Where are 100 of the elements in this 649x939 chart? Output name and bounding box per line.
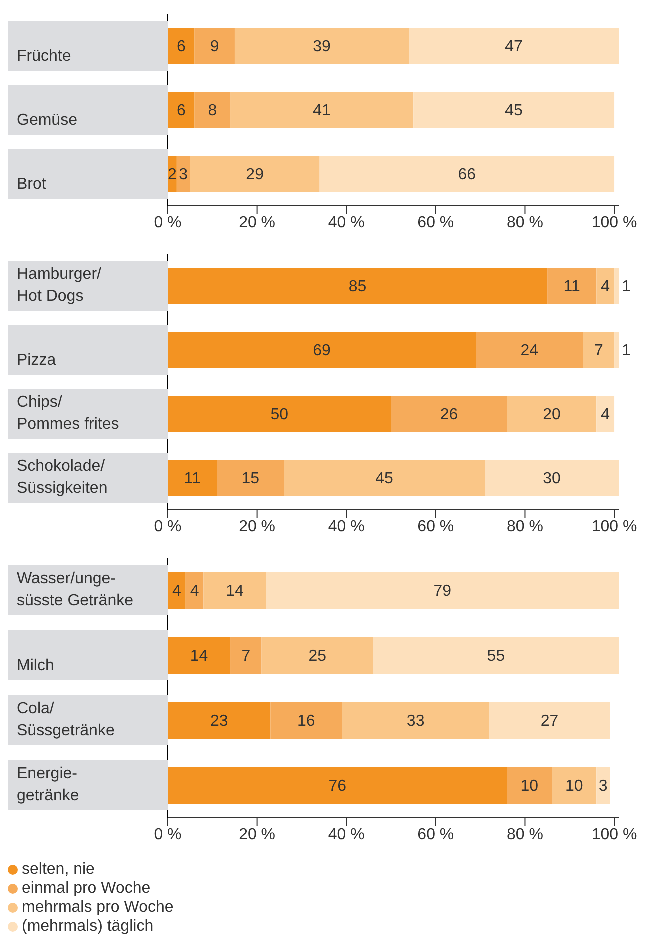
x-tick-label: 0 % [154, 214, 182, 232]
data-label: 26 [440, 406, 458, 424]
data-label: 11 [564, 278, 581, 296]
bar [614, 268, 619, 304]
bar [266, 572, 619, 609]
data-label: 39 [313, 38, 332, 56]
data-label: 15 [242, 470, 260, 488]
data-label: 2 [168, 166, 178, 184]
bar [490, 702, 610, 739]
bar [234, 28, 410, 64]
data-label: 8 [208, 102, 218, 120]
bar [168, 92, 195, 128]
bar [414, 92, 615, 128]
x-tick-label: 0 % [154, 518, 182, 536]
data-label: 47 [505, 38, 524, 56]
bar [270, 702, 342, 739]
bar [596, 268, 615, 304]
bar [596, 767, 610, 804]
data-label: 14 [190, 648, 208, 666]
data-label: 4 [190, 583, 200, 600]
bar [230, 92, 414, 128]
data-label: 79 [434, 583, 452, 600]
data-label: 45 [376, 470, 394, 488]
data-label: 33 [406, 713, 425, 730]
bar [194, 28, 235, 64]
bar [284, 460, 486, 496]
data-label: 10 [565, 778, 584, 796]
data-label: 76 [328, 778, 347, 796]
y-tick-label: Hamburger/ Hot Dogs [17, 266, 102, 305]
data-label: 69 [313, 342, 332, 360]
legend-label: einmal pro Woche [22, 879, 151, 898]
y-tick-label: Brot [17, 176, 47, 193]
data-label: 45 [505, 102, 524, 120]
y-tick-label: Schokolade/ Süssigkeiten [17, 458, 108, 497]
bar [168, 460, 218, 496]
x-tick-label: 20 % [239, 214, 276, 232]
bar [320, 156, 615, 192]
bar [176, 156, 190, 192]
data-label: 41 [313, 102, 332, 120]
bar [548, 268, 597, 304]
x-tick-label: 40 % [328, 214, 365, 232]
data-label: 23 [210, 713, 228, 730]
bar [168, 28, 195, 64]
data-label: 4 [601, 278, 610, 296]
x-tick-label: 0 % [154, 826, 182, 844]
data-label: 11 [184, 470, 201, 488]
data-label: 25 [308, 648, 327, 666]
bar [204, 572, 266, 609]
bar [168, 572, 186, 609]
bar [391, 396, 508, 432]
data-label: 30 [543, 470, 562, 488]
bar [230, 637, 262, 674]
x-tick-label: 60 % [418, 214, 454, 232]
bar [507, 396, 597, 432]
x-tick-label: 20 % [239, 826, 276, 844]
data-label: 1 [622, 278, 631, 296]
data-label: 4 [601, 406, 610, 424]
data-label: 20 [543, 406, 562, 424]
y-tick-label: Pizza [17, 352, 56, 369]
y-tick-label: Früchte [17, 48, 72, 65]
x-tick-label: 20 % [239, 518, 276, 536]
data-label: 1 [622, 342, 631, 360]
data-label: 16 [298, 713, 316, 730]
data-label: 55 [487, 648, 506, 666]
x-tick-label: 80 % [506, 518, 544, 536]
bar [583, 332, 615, 368]
data-label: 85 [348, 278, 367, 296]
bar [409, 28, 619, 64]
x-tick-label: 100 % [592, 826, 638, 844]
bar [373, 637, 619, 674]
x-tick-label: 100 % [592, 214, 638, 232]
legend-label: mehrmals pro Woche [22, 898, 174, 917]
legend-label: (mehrmals) täglich [22, 917, 154, 936]
bar [194, 92, 231, 128]
data-label: 29 [246, 166, 264, 184]
data-label: 27 [540, 713, 559, 730]
bar [552, 767, 597, 804]
data-label: 14 [226, 583, 244, 600]
data-label: 4 [172, 583, 182, 600]
data-label: 7 [242, 648, 251, 666]
x-tick-label: 80 % [506, 826, 544, 844]
bar [342, 702, 490, 739]
bar [596, 396, 615, 432]
bar [476, 332, 584, 368]
bar [186, 572, 204, 609]
y-tick-label: Chips/ Pommes frites [17, 394, 120, 433]
x-tick-label: 100 % [592, 518, 638, 536]
bar [217, 460, 284, 496]
bar [262, 637, 374, 674]
data-label: 6 [176, 38, 186, 56]
y-tick-label: Energie- getränke [17, 766, 80, 804]
data-label: 3 [598, 778, 608, 796]
x-tick-label: 40 % [328, 518, 365, 536]
data-label: 6 [176, 102, 186, 120]
data-label: 50 [270, 406, 289, 424]
x-tick-label: 80 % [506, 214, 544, 232]
x-tick-label: 40 % [328, 826, 365, 844]
legend-label: selten, nie [22, 860, 95, 879]
data-label: 9 [210, 38, 220, 56]
x-tick-label: 60 % [418, 518, 454, 536]
